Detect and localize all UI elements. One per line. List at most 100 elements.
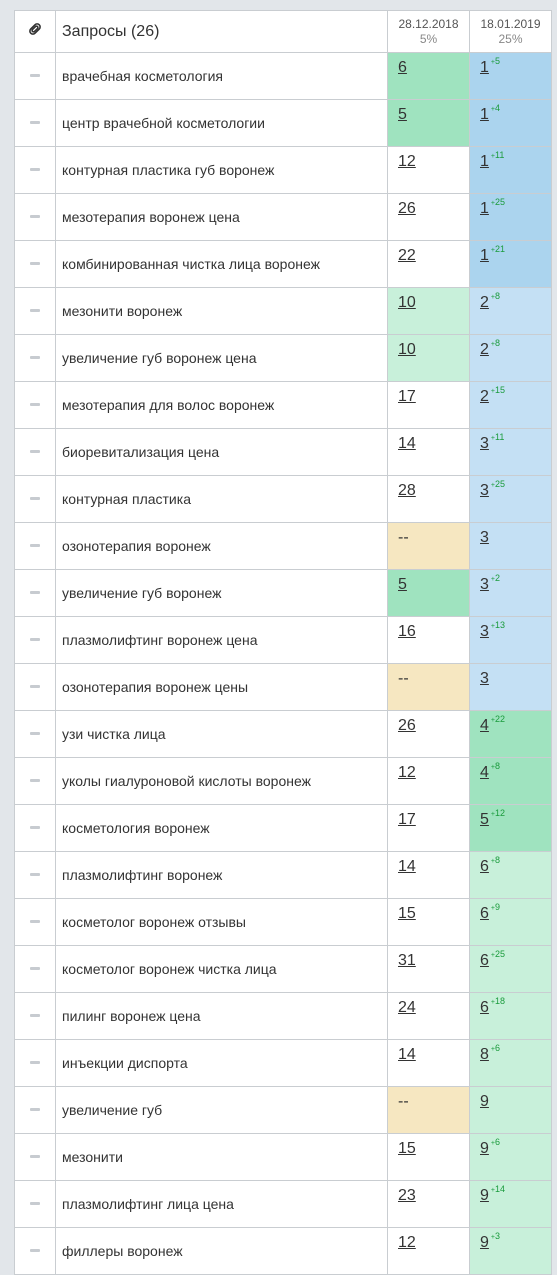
position-link[interactable]: 9 <box>480 1234 489 1251</box>
position-link[interactable]: 9 <box>480 1093 489 1110</box>
row-toggle-cell[interactable] <box>14 757 56 805</box>
position-link[interactable]: 1 <box>480 153 489 170</box>
row-toggle-cell[interactable] <box>14 522 56 570</box>
minus-icon[interactable] <box>30 403 40 407</box>
position-link[interactable]: 26 <box>398 717 416 734</box>
row-toggle-cell[interactable] <box>14 851 56 899</box>
minus-icon[interactable] <box>30 356 40 360</box>
row-toggle-cell[interactable] <box>14 1039 56 1087</box>
position-link[interactable]: -- <box>398 1093 409 1110</box>
row-toggle-cell[interactable] <box>14 1227 56 1275</box>
position-link[interactable]: 2 <box>480 294 489 311</box>
position-link[interactable]: 17 <box>398 811 416 828</box>
minus-icon[interactable] <box>30 497 40 501</box>
position-link[interactable]: 28 <box>398 482 416 499</box>
position-link[interactable]: 24 <box>398 999 416 1016</box>
position-link[interactable]: 3 <box>480 623 489 640</box>
row-toggle-cell[interactable] <box>14 240 56 288</box>
position-link[interactable]: 2 <box>480 341 489 358</box>
position-link[interactable]: 2 <box>480 388 489 405</box>
row-toggle-cell[interactable] <box>14 334 56 382</box>
position-link[interactable]: 10 <box>398 294 416 311</box>
position-link[interactable]: 10 <box>398 341 416 358</box>
date-column-header-1[interactable]: 28.12.2018 5% <box>387 10 470 53</box>
position-link[interactable]: 22 <box>398 247 416 264</box>
position-link[interactable]: 12 <box>398 764 416 781</box>
position-link[interactable]: 14 <box>398 1046 416 1063</box>
position-link[interactable]: 31 <box>398 952 416 969</box>
position-link[interactable]: 9 <box>480 1187 489 1204</box>
position-link[interactable]: 15 <box>398 905 416 922</box>
row-toggle-cell[interactable] <box>14 1133 56 1181</box>
position-link[interactable]: 23 <box>398 1187 416 1204</box>
row-toggle-cell[interactable] <box>14 1086 56 1134</box>
row-toggle-cell[interactable] <box>14 710 56 758</box>
queries-column-header[interactable]: Запросы (26) <box>55 10 388 53</box>
position-link[interactable]: -- <box>398 670 409 687</box>
position-link[interactable]: 3 <box>480 670 489 687</box>
row-toggle-cell[interactable] <box>14 1180 56 1228</box>
minus-icon[interactable] <box>30 1108 40 1112</box>
minus-icon[interactable] <box>30 74 40 78</box>
position-link[interactable]: 12 <box>398 1234 416 1251</box>
position-link[interactable]: 6 <box>480 999 489 1016</box>
minus-icon[interactable] <box>30 544 40 548</box>
position-link[interactable]: 4 <box>480 717 489 734</box>
header-icon-cell[interactable] <box>14 10 56 53</box>
position-link[interactable]: 14 <box>398 435 416 452</box>
row-toggle-cell[interactable] <box>14 945 56 993</box>
row-toggle-cell[interactable] <box>14 287 56 335</box>
minus-icon[interactable] <box>30 450 40 454</box>
row-toggle-cell[interactable] <box>14 428 56 476</box>
position-link[interactable]: 5 <box>398 106 407 123</box>
position-link[interactable]: 17 <box>398 388 416 405</box>
position-link[interactable]: 1 <box>480 247 489 264</box>
minus-icon[interactable] <box>30 168 40 172</box>
minus-icon[interactable] <box>30 215 40 219</box>
minus-icon[interactable] <box>30 1155 40 1159</box>
row-toggle-cell[interactable] <box>14 193 56 241</box>
position-link[interactable]: 6 <box>480 952 489 969</box>
position-link[interactable]: 5 <box>398 576 407 593</box>
row-toggle-cell[interactable] <box>14 663 56 711</box>
position-link[interactable]: 3 <box>480 435 489 452</box>
row-toggle-cell[interactable] <box>14 569 56 617</box>
minus-icon[interactable] <box>30 1202 40 1206</box>
position-link[interactable]: 1 <box>480 59 489 76</box>
position-link[interactable]: 8 <box>480 1046 489 1063</box>
minus-icon[interactable] <box>30 1014 40 1018</box>
minus-icon[interactable] <box>30 1249 40 1253</box>
position-link[interactable]: 9 <box>480 1140 489 1157</box>
minus-icon[interactable] <box>30 121 40 125</box>
position-link[interactable]: 3 <box>480 529 489 546</box>
position-link[interactable]: 6 <box>398 59 407 76</box>
minus-icon[interactable] <box>30 591 40 595</box>
row-toggle-cell[interactable] <box>14 804 56 852</box>
position-link[interactable]: 16 <box>398 623 416 640</box>
minus-icon[interactable] <box>30 873 40 877</box>
position-link[interactable]: 12 <box>398 153 416 170</box>
position-link[interactable]: 15 <box>398 1140 416 1157</box>
date-column-header-2[interactable]: 18.01.2019 25% <box>469 10 552 53</box>
minus-icon[interactable] <box>30 967 40 971</box>
position-link[interactable]: 5 <box>480 811 489 828</box>
row-toggle-cell[interactable] <box>14 146 56 194</box>
row-toggle-cell[interactable] <box>14 381 56 429</box>
row-toggle-cell[interactable] <box>14 898 56 946</box>
position-link[interactable]: 4 <box>480 764 489 781</box>
position-link[interactable]: 26 <box>398 200 416 217</box>
minus-icon[interactable] <box>30 685 40 689</box>
position-link[interactable]: 6 <box>480 905 489 922</box>
minus-icon[interactable] <box>30 262 40 266</box>
row-toggle-cell[interactable] <box>14 475 56 523</box>
row-toggle-cell[interactable] <box>14 99 56 147</box>
position-link[interactable]: 3 <box>480 576 489 593</box>
position-link[interactable]: 14 <box>398 858 416 875</box>
position-link[interactable]: 1 <box>480 200 489 217</box>
minus-icon[interactable] <box>30 920 40 924</box>
position-link[interactable]: 3 <box>480 482 489 499</box>
row-toggle-cell[interactable] <box>14 616 56 664</box>
minus-icon[interactable] <box>30 779 40 783</box>
minus-icon[interactable] <box>30 638 40 642</box>
row-toggle-cell[interactable] <box>14 992 56 1040</box>
